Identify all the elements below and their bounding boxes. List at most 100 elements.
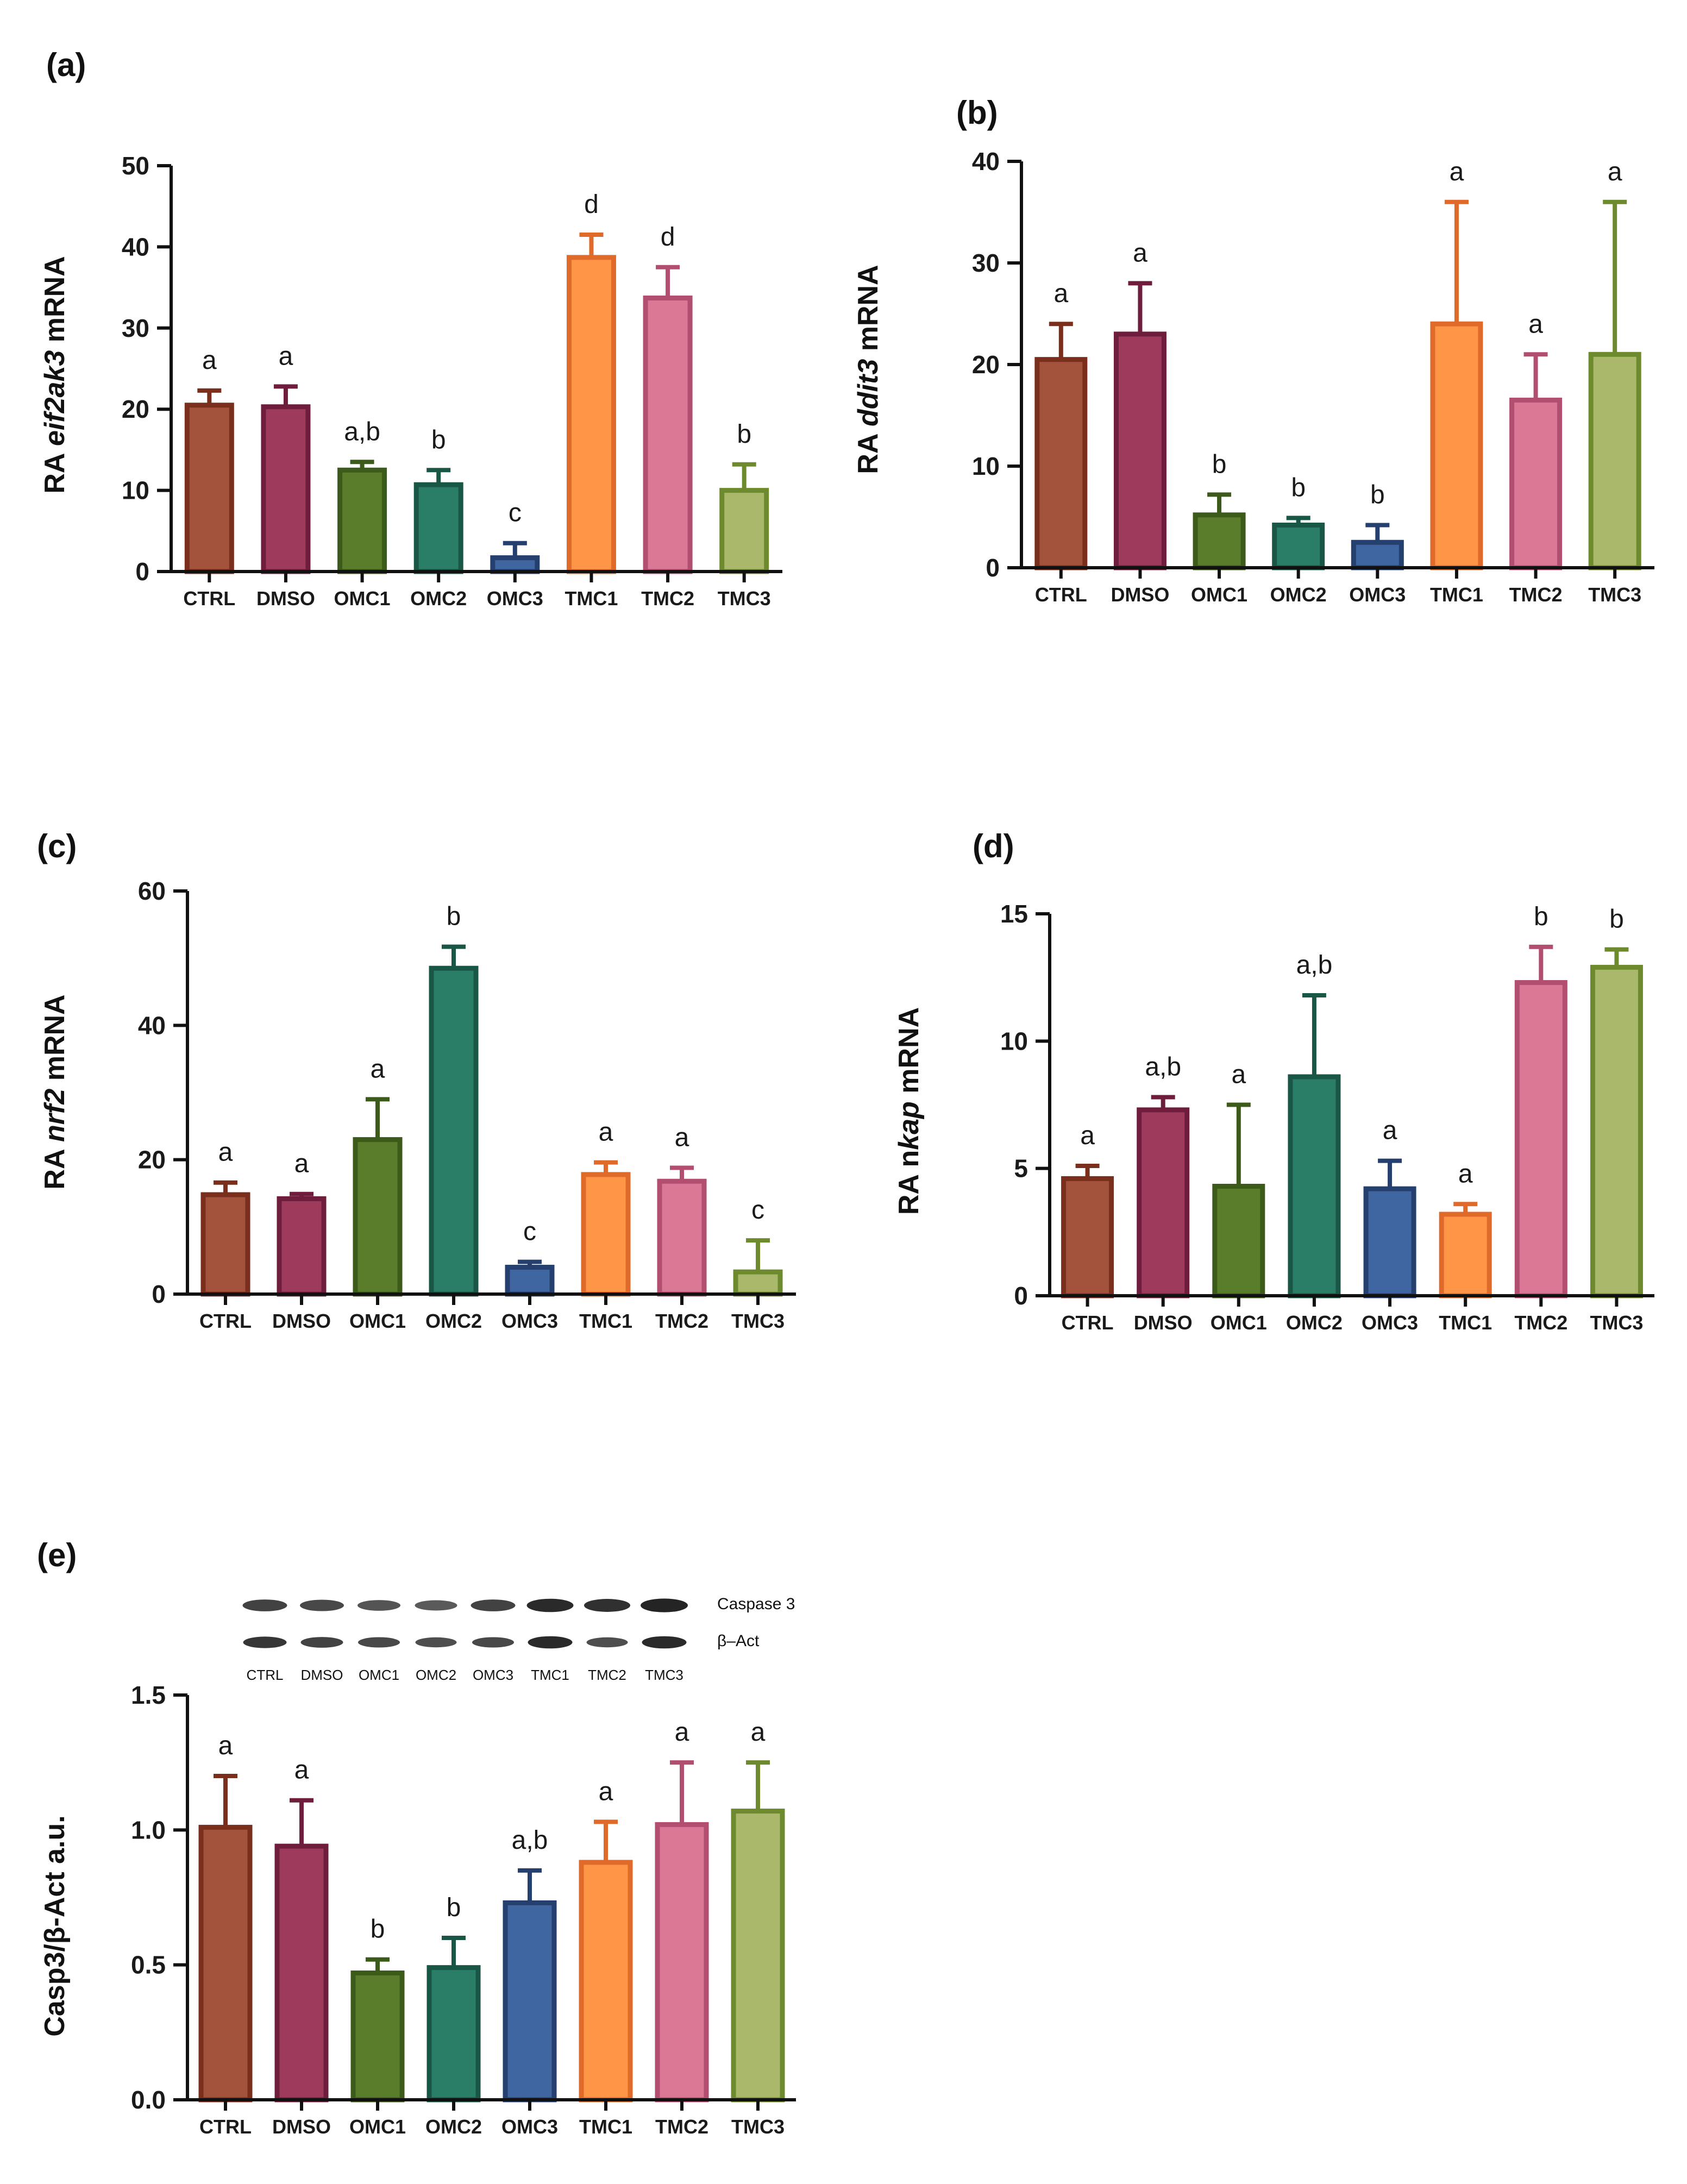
significance-label: a	[294, 1756, 309, 1785]
significance-label: a	[1608, 158, 1622, 186]
y-tick-label: 40	[122, 233, 149, 261]
blot-band-bact	[415, 1637, 457, 1648]
y-tick-label: 20	[122, 395, 149, 423]
y-tick-label: 10	[972, 452, 1000, 480]
bar-tmc3	[719, 488, 769, 574]
x-tick-label: OMC2	[425, 2116, 482, 2138]
panel-c: (c) RA nrf2 mRNA 0 20 40 60 CTRL a DMSO a OMC1 a O…	[37, 828, 796, 1332]
bar-omc3	[490, 555, 540, 574]
blot-band-bact	[358, 1637, 400, 1648]
x-tick-label: TMC1	[1430, 583, 1483, 606]
blot-lane-label: TMC3	[645, 1667, 683, 1683]
x-tick-label: DMSO	[1111, 583, 1169, 606]
panel-label-a: (a)	[46, 47, 86, 83]
panel-label-c: (c)	[37, 828, 77, 864]
bar-omc1	[353, 1137, 403, 1297]
significance-label: a	[1458, 1159, 1473, 1188]
x-tick-label: OMC1	[349, 1310, 406, 1332]
panel-label-e: (e)	[37, 1537, 77, 1573]
blot-band-label-caspase3: Caspase 3	[717, 1595, 795, 1613]
bar-tmc3	[1590, 964, 1643, 1298]
x-tick-label: TMC3	[1590, 1311, 1643, 1334]
bar-dmso	[277, 1196, 327, 1297]
x-tick-label: OMC2	[1286, 1311, 1343, 1334]
y-tick-label: 5	[1014, 1154, 1028, 1183]
significance-label: a	[599, 1118, 613, 1147]
blot-lane-label: TMC1	[531, 1667, 569, 1683]
significance-label: c	[751, 1196, 764, 1225]
y-tick-label: 20	[972, 350, 1000, 379]
x-tick-label: TMC3	[731, 2116, 785, 2138]
panel-e: (e) Casp3/β-Act a.u. 0.0 0.5 1.0 1.5 CTRL a DM…	[37, 1537, 796, 2138]
significance-label: b	[447, 1893, 461, 1922]
bar-tmc3	[733, 1269, 783, 1297]
blot-band-caspase3	[300, 1599, 344, 1611]
x-tick-label: TMC2	[655, 1310, 708, 1332]
x-tick-label: OMC1	[1211, 1311, 1267, 1334]
bar-dmso	[261, 404, 311, 574]
x-tick-label: OMC3	[487, 587, 543, 610]
significance-label: a	[751, 1718, 766, 1747]
x-tick-label: TMC1	[565, 587, 618, 610]
x-tick-label: OMC1	[1191, 583, 1247, 606]
significance-label: a	[675, 1718, 689, 1747]
bar-ctrl	[200, 1192, 250, 1297]
bar-omc1	[1193, 512, 1246, 570]
x-tick-label: DMSO	[256, 587, 315, 610]
bar-omc3	[503, 1900, 557, 2103]
bar-omc2	[1272, 522, 1325, 570]
blot-lane-label: DMSO	[301, 1667, 343, 1683]
bar-dmso	[1113, 331, 1167, 570]
bar-omc3	[1363, 1186, 1416, 1298]
y-tick-label: 1.5	[131, 1681, 166, 1709]
panel-a: (a) RA eif2ak3 mRNA 0 10 20 30 40 50 CTRL a DMSO…	[39, 47, 782, 610]
x-tick-label: TMC3	[718, 587, 771, 610]
bar-dmso	[274, 1843, 329, 2103]
blot-band-bact	[300, 1637, 343, 1648]
x-tick-label: DMSO	[272, 2116, 331, 2138]
x-tick-label: CTRL	[1035, 583, 1087, 606]
significance-label: a	[371, 1055, 385, 1083]
significance-label: a	[1231, 1060, 1246, 1089]
significance-label: b	[1291, 473, 1306, 502]
x-tick-label: CTRL	[199, 2116, 252, 2138]
y-tick-label: 0.0	[131, 2086, 166, 2114]
significance-label: a,b	[1145, 1052, 1181, 1081]
blot-band-label-bact: β–Act	[717, 1632, 760, 1650]
bar-omc3	[505, 1265, 555, 1297]
y-tick-label: 40	[138, 1011, 166, 1039]
x-tick-label: TMC2	[641, 587, 694, 610]
blot-lane-label: OMC1	[359, 1667, 399, 1683]
y-tick-label: 0	[986, 554, 1000, 582]
blot-band-bact	[586, 1637, 628, 1648]
y-tick-label: 15	[1000, 900, 1028, 928]
blot-band-bact	[243, 1636, 287, 1648]
bar-tmc1	[1439, 1212, 1492, 1298]
significance-label: b	[737, 420, 751, 449]
significance-label: c	[509, 499, 522, 528]
bar-omc1	[350, 1970, 405, 2103]
bar-tmc2	[643, 296, 693, 574]
blot-band-caspase3	[242, 1599, 287, 1611]
x-tick-label: DMSO	[1134, 1311, 1193, 1334]
y-tick-label: 0	[135, 557, 149, 586]
significance-label: d	[661, 223, 675, 252]
x-tick-label: OMC3	[501, 2116, 558, 2138]
blot-band-caspase3	[526, 1598, 574, 1612]
bar-omc2	[1288, 1074, 1341, 1298]
y-tick-label: 40	[972, 147, 1000, 175]
panel-b: (b) RA ddit3 mRNA 0 10 20 30 40 CTRL a DMSO a OMC…	[852, 95, 1654, 606]
x-tick-label: CTRL	[1062, 1311, 1114, 1334]
blot-lane-label: OMC3	[473, 1667, 513, 1683]
x-tick-label: CTRL	[199, 1310, 252, 1332]
blot-band-caspase3	[415, 1600, 457, 1611]
y-tick-label: 30	[122, 314, 149, 342]
x-tick-label: TMC1	[579, 1310, 632, 1332]
significance-label: a,b	[1296, 951, 1333, 980]
blot-lane-label: TMC2	[588, 1667, 626, 1683]
bar-omc2	[427, 1965, 481, 2103]
bar-tmc3	[1588, 352, 1641, 570]
significance-label: a,b	[512, 1826, 548, 1855]
panel-d: (d) RA nkap mRNA 0 5 10 15 CTRL a DMSO a,b OMC1 a…	[893, 828, 1654, 1334]
